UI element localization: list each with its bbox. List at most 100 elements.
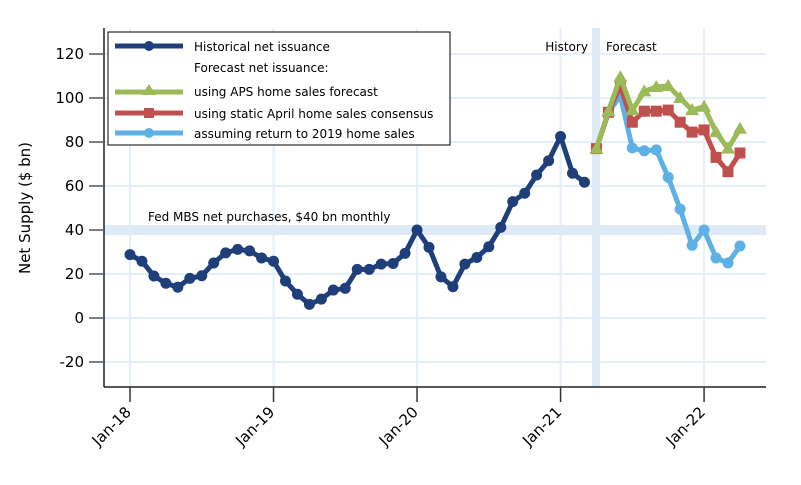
legend-label-2019: assuming return to 2019 home sales bbox=[194, 127, 415, 141]
data-point bbox=[698, 124, 710, 136]
data-point bbox=[626, 116, 638, 128]
legend-forecast-header: Forecast net issuance: bbox=[194, 61, 329, 75]
data-point bbox=[411, 224, 423, 236]
data-point bbox=[136, 255, 148, 267]
series-layer bbox=[124, 70, 747, 310]
data-point bbox=[172, 281, 184, 293]
data-point bbox=[722, 166, 734, 178]
y-tick-label: -20 bbox=[60, 353, 85, 371]
data-point bbox=[160, 277, 172, 289]
data-point bbox=[471, 252, 483, 263]
legend-label-historical: Historical net issuance bbox=[194, 40, 330, 54]
data-point bbox=[685, 103, 700, 116]
history-forecast-divider bbox=[591, 28, 600, 387]
x-tick-label: Jan-18 bbox=[88, 403, 135, 450]
data-point bbox=[315, 293, 327, 305]
legend-box bbox=[107, 31, 451, 146]
data-point bbox=[649, 80, 664, 92]
legend-label-april: using static April home sales consensus bbox=[194, 107, 433, 121]
data-point bbox=[303, 298, 315, 310]
history-label: History bbox=[545, 40, 588, 54]
legend-marker-circle-icon bbox=[144, 41, 154, 51]
data-point bbox=[543, 155, 555, 167]
data-point bbox=[495, 221, 507, 233]
data-point bbox=[686, 126, 698, 138]
data-point bbox=[626, 142, 638, 154]
y-tick-label: 120 bbox=[55, 45, 84, 63]
x-tick-label: Jan-20 bbox=[375, 403, 422, 450]
y-tick-label: 80 bbox=[65, 133, 84, 151]
y-tick-label: 60 bbox=[65, 177, 84, 195]
data-point bbox=[208, 257, 220, 269]
data-point bbox=[673, 91, 688, 103]
data-point bbox=[710, 151, 722, 163]
data-point bbox=[722, 257, 734, 269]
data-point bbox=[447, 281, 459, 293]
data-point bbox=[637, 84, 652, 97]
data-point bbox=[625, 103, 640, 116]
data-point bbox=[279, 275, 291, 287]
data-point bbox=[674, 116, 686, 128]
data-point bbox=[589, 141, 604, 154]
data-point bbox=[650, 105, 662, 117]
data-point bbox=[578, 176, 590, 188]
x-tick-label: Jan-19 bbox=[231, 403, 278, 450]
data-point bbox=[662, 104, 674, 116]
y-tick-label: 20 bbox=[65, 265, 84, 283]
data-point bbox=[387, 257, 399, 269]
data-point bbox=[351, 263, 363, 275]
data-point bbox=[291, 288, 303, 300]
legend: Historical net issuance Forecast net iss… bbox=[107, 31, 451, 146]
fed-purchases-label: Fed MBS net purchases, $40 bn monthly bbox=[148, 210, 390, 224]
data-point bbox=[507, 196, 519, 208]
data-point bbox=[613, 70, 628, 83]
x-tick-label: Jan-21 bbox=[518, 403, 565, 450]
y-tick-label: 0 bbox=[74, 309, 84, 327]
data-point bbox=[148, 270, 160, 282]
data-point bbox=[220, 247, 232, 259]
data-point bbox=[614, 80, 626, 92]
data-point bbox=[375, 258, 387, 270]
y-tick-label: 40 bbox=[65, 221, 84, 239]
data-point bbox=[638, 145, 650, 157]
data-point bbox=[483, 241, 495, 253]
legend-item-2019: assuming return to 2019 home sales bbox=[115, 127, 415, 141]
data-point bbox=[555, 131, 567, 142]
series-assuming-return-to-2019-home-sales bbox=[590, 90, 746, 269]
legend-marker-square-icon bbox=[144, 108, 154, 118]
data-point bbox=[423, 241, 435, 253]
legend-item-historical: Historical net issuance bbox=[115, 40, 330, 54]
data-point bbox=[567, 167, 579, 179]
data-point bbox=[650, 144, 662, 156]
legend-marker-circle-icon bbox=[144, 128, 154, 138]
data-point bbox=[734, 147, 746, 159]
y-axis-title: Net Supply ($ bn) bbox=[16, 142, 34, 274]
data-point bbox=[662, 171, 674, 183]
data-point bbox=[184, 272, 196, 284]
x-tick-label: Jan-22 bbox=[662, 403, 709, 450]
data-point bbox=[732, 121, 747, 134]
data-point bbox=[697, 99, 712, 112]
y-tick-label: 100 bbox=[55, 89, 84, 107]
data-point bbox=[124, 249, 136, 261]
series-using-aps-home-sales-forecast bbox=[589, 70, 747, 154]
data-point bbox=[519, 187, 531, 199]
fed-purchases-band bbox=[104, 225, 766, 235]
forecast-label: Forecast bbox=[606, 40, 657, 54]
data-point bbox=[459, 258, 471, 270]
legend-marker-triangle-icon bbox=[142, 84, 156, 95]
data-point bbox=[698, 224, 710, 236]
legend-label-aps: using APS home sales forecast bbox=[194, 85, 378, 99]
data-point bbox=[661, 78, 676, 91]
legend-item-april: using static April home sales consensus bbox=[115, 107, 433, 121]
data-point bbox=[256, 252, 268, 264]
data-point bbox=[674, 203, 686, 215]
data-point bbox=[734, 240, 746, 252]
data-point bbox=[232, 243, 244, 255]
data-point bbox=[638, 105, 650, 117]
data-point bbox=[268, 255, 280, 267]
series-historical-net-issuance bbox=[124, 131, 590, 310]
legend-item-aps: using APS home sales forecast bbox=[115, 84, 378, 99]
data-point bbox=[196, 270, 208, 282]
